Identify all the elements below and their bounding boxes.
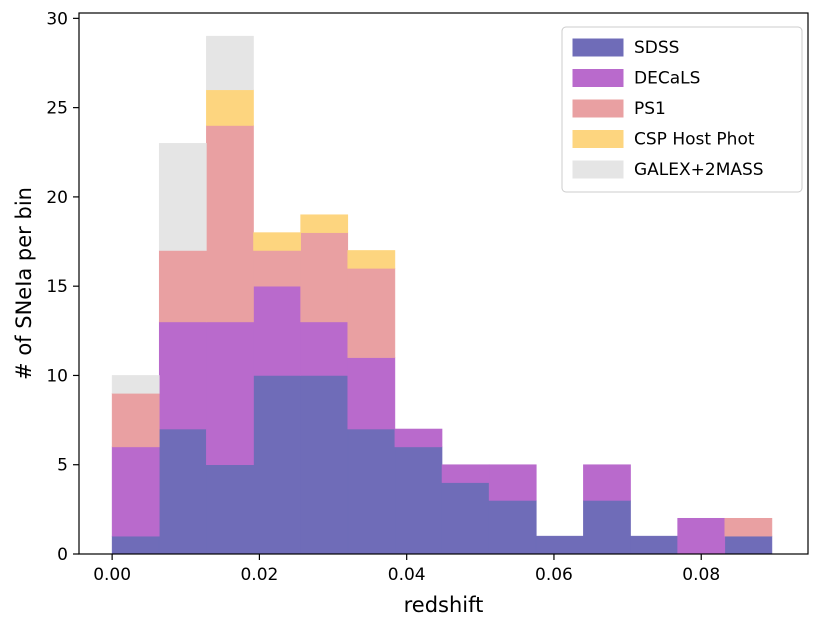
legend-label: GALEX+2MASS [634, 160, 764, 180]
x-axis-label: redshift [404, 593, 484, 617]
bar [253, 250, 301, 287]
bar [347, 357, 396, 430]
plot-frame [78, 12, 809, 555]
legend-item: PS1 [572, 99, 666, 119]
legend-label: DECaLS [634, 69, 700, 89]
legend-box [561, 26, 803, 193]
x-tick-label: 0.02 [240, 565, 278, 585]
bar [300, 375, 349, 555]
legend-label: CSP Host Phot [634, 130, 755, 150]
bar [441, 464, 490, 483]
bar [253, 285, 301, 376]
bar [111, 446, 160, 537]
series-csp-host-phot [206, 89, 396, 269]
bar [441, 482, 490, 555]
bar [253, 375, 301, 555]
bar [535, 535, 584, 555]
bar [111, 535, 160, 555]
y-tick-label: 5 [57, 456, 68, 476]
x-tick-label: 0.00 [93, 565, 131, 585]
x-tick-label: 0.06 [535, 565, 573, 585]
histogram-bars [111, 35, 773, 555]
bar [677, 517, 726, 555]
series-sdss [111, 375, 773, 555]
bar [300, 321, 349, 376]
bar [206, 125, 254, 323]
legend-swatch [572, 99, 624, 118]
bar [394, 446, 443, 555]
bar [347, 428, 396, 555]
legend-item: SDSS [572, 38, 679, 58]
bar [488, 464, 537, 501]
bar [111, 393, 160, 448]
bar [300, 214, 349, 233]
legend-swatch [572, 69, 624, 87]
legend-swatch [572, 160, 624, 179]
legend-swatch [572, 130, 624, 148]
x-axis-ticks: 0.00 0.02 0.04 0.06 0.08 [93, 554, 720, 585]
bar [158, 321, 207, 430]
legend: SDSS DECaLS PS1 CSP Host Phot GALEX+2MASS [561, 26, 803, 193]
y-tick-label: 25 [46, 99, 68, 119]
series-ps1 [111, 125, 773, 537]
bar [583, 464, 631, 501]
bar [253, 232, 301, 251]
bar [111, 375, 160, 394]
bar [158, 428, 207, 555]
legend-item: DECaLS [572, 69, 700, 89]
bar [206, 464, 254, 555]
y-tick-label: 10 [46, 366, 68, 386]
x-tick-label: 0.04 [388, 565, 426, 585]
bar [488, 500, 537, 555]
series-galex-2mass [111, 35, 254, 394]
bar [724, 517, 773, 537]
bar [158, 250, 207, 323]
bar [206, 35, 254, 91]
bar [583, 500, 631, 555]
bar [724, 535, 773, 555]
y-tick-label: 20 [46, 188, 68, 208]
x-tick-label: 0.08 [682, 565, 720, 585]
y-tick-label: 15 [46, 277, 68, 297]
legend-swatch [572, 38, 624, 57]
bar [206, 89, 254, 126]
legend-label: SDSS [634, 38, 679, 58]
bar [347, 250, 396, 269]
legend-label: PS1 [634, 99, 666, 119]
legend-item: CSP Host Phot [572, 130, 755, 150]
y-tick-label: 0 [57, 545, 68, 565]
bar [158, 143, 207, 251]
y-tick-label: 30 [46, 9, 68, 29]
bar [300, 232, 349, 323]
legend-item: GALEX+2MASS [572, 160, 764, 180]
y-axis-label: # of SNeIa per bin [12, 187, 36, 380]
y-axis-ticks: 0 5 10 15 20 25 30 [46, 9, 79, 565]
bar [206, 321, 254, 466]
bar [630, 535, 678, 555]
series-decals [111, 285, 726, 555]
bar [394, 428, 443, 448]
bar [347, 268, 396, 358]
